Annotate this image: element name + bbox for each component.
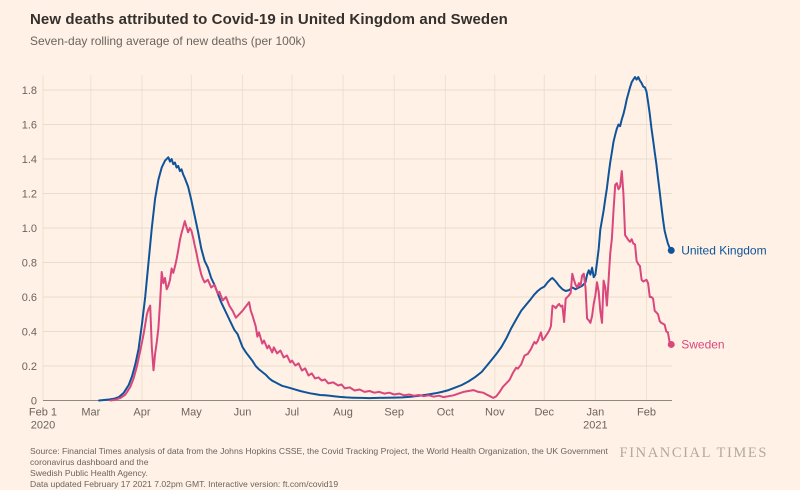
y-tick-label: 1.4 (22, 154, 37, 166)
series-label-sweden: Sweden (681, 337, 724, 351)
y-tick-label: 1.8 (22, 85, 37, 97)
chart-title: New deaths attributed to Covid-19 in Uni… (30, 11, 508, 28)
source-line-2: Swedish Public Health Agency. (30, 468, 148, 478)
source-note: Source: Financial Times analysis of data… (30, 446, 640, 490)
series-line-united-kingdom (98, 76, 673, 402)
x-tick-label: May (181, 407, 202, 419)
x-tick-label: Dec (534, 407, 554, 419)
x-tick-label: Jun (234, 407, 252, 419)
x-tick-label: Apr (133, 407, 150, 419)
x-tick-label: Jan (587, 407, 605, 419)
x-tick-sublabel: 2021 (583, 420, 607, 432)
x-tick-label: Feb (637, 407, 656, 419)
series-label-united-kingdom: United Kingdom (681, 243, 766, 257)
chart-subtitle: Seven-day rolling average of new deaths … (30, 34, 306, 48)
y-tick-label: 0.4 (22, 327, 37, 339)
source-line-3: Data updated February 17 2021 7.02pm GMT… (30, 479, 339, 489)
x-tick-label: Feb 1 (29, 407, 57, 419)
y-tick-label: 1.2 (22, 189, 37, 201)
source-line-1: Source: Financial Times analysis of data… (30, 446, 608, 467)
y-tick-label: 1.6 (22, 120, 37, 132)
financial-times-logo: FINANCIAL TIMES (619, 445, 768, 461)
y-tick-label: 0 (31, 396, 37, 408)
series-line-sweden (109, 170, 673, 402)
y-tick-label: 0.2 (22, 361, 37, 373)
y-tick-label: 1.0 (22, 223, 37, 235)
x-tick-label: Sep (384, 407, 404, 419)
x-tick-sublabel: 2020 (31, 420, 55, 432)
x-tick-label: Jul (285, 407, 299, 419)
y-tick-label: 0.6 (22, 292, 37, 304)
x-tick-label: Aug (333, 407, 353, 419)
x-tick-label: Nov (485, 407, 505, 419)
x-tick-label: Oct (437, 407, 454, 419)
series-end-dot-united-kingdom (667, 246, 675, 254)
x-tick-label: Mar (81, 407, 100, 419)
series-end-dot-sweden (667, 340, 675, 348)
y-tick-label: 0.8 (22, 258, 37, 270)
